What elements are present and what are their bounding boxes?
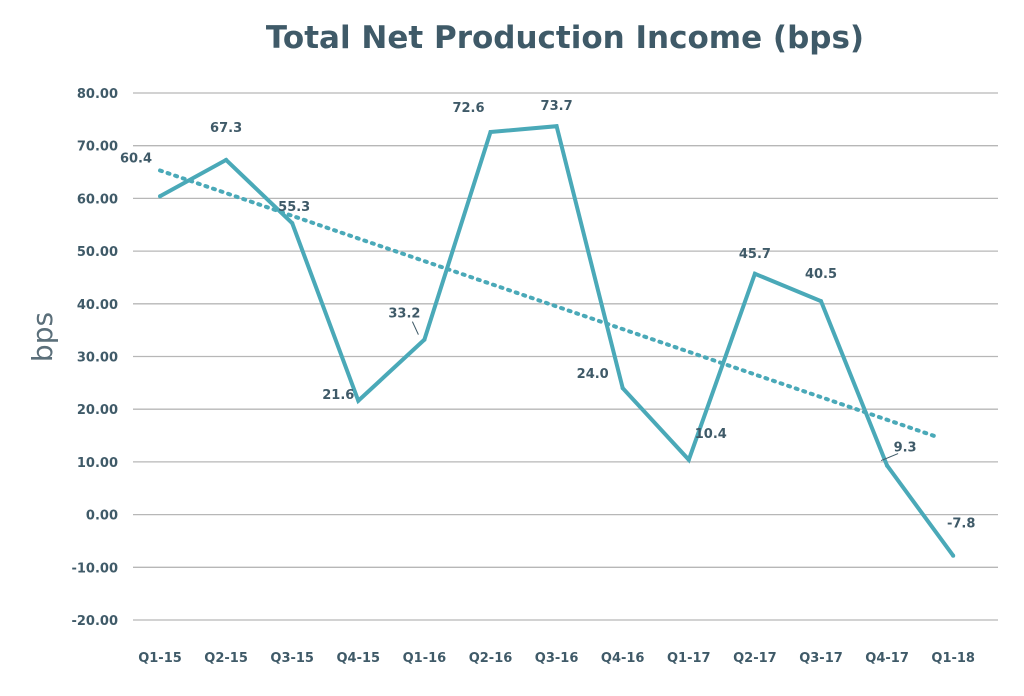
y-axis-label: bps <box>26 312 59 362</box>
x-tick-label: Q4-17 <box>865 651 909 666</box>
data-point <box>819 299 823 304</box>
data-label: 9.3 <box>894 441 917 456</box>
data-label: 24.0 <box>577 367 609 382</box>
data-labels: 60.4 67.3 55.3 21.6 33.2 72.6 73.7 24.0 10.4 45.7… <box>120 99 975 532</box>
trendline-group <box>158 168 942 440</box>
x-tick-label: Q4-15 <box>337 651 381 666</box>
data-label: 67.3 <box>210 121 242 136</box>
series-group <box>158 124 956 558</box>
y-tick-label: 60.00 <box>77 192 118 207</box>
data-label: 73.7 <box>541 99 573 114</box>
data-point <box>885 463 890 468</box>
x-tick-label: Q1-17 <box>667 651 711 666</box>
y-tick-label: 80.00 <box>77 87 118 102</box>
data-point <box>620 386 625 391</box>
data-label: 33.2 <box>388 307 420 322</box>
x-tick-label: Q4-16 <box>601 651 645 666</box>
x-tick-label: Q3-17 <box>799 651 843 666</box>
data-point <box>356 398 361 403</box>
y-axis-ticks: 80.00 70.00 60.00 50.00 40.00 30.00 20.00 10.00… <box>71 87 118 629</box>
x-tick-label: Q1-18 <box>931 651 975 666</box>
data-point <box>488 129 493 134</box>
data-label: 55.3 <box>278 200 310 215</box>
y-tick-label: 0.00 <box>86 509 118 524</box>
data-point <box>158 194 162 199</box>
chart-title: Total Net Production Income (bps) <box>266 20 864 56</box>
y-tick-label: 70.00 <box>77 140 118 155</box>
label-leader-line <box>880 453 899 462</box>
y-tick-label: 40.00 <box>77 298 118 313</box>
data-point <box>422 337 427 342</box>
x-tick-label: Q1-15 <box>138 651 182 666</box>
y-tick-label: 20.00 <box>77 403 118 418</box>
data-label: 21.6 <box>322 388 354 403</box>
y-tick-label: -20.00 <box>71 614 118 629</box>
data-point <box>686 457 691 462</box>
data-point <box>752 271 757 276</box>
data-point <box>554 124 559 129</box>
y-tick-label: -10.00 <box>71 561 118 576</box>
x-tick-label: Q2-16 <box>469 651 513 666</box>
data-label: 45.7 <box>739 247 771 262</box>
y-tick-label: 10.00 <box>77 456 118 471</box>
y-tick-label: 50.00 <box>77 245 118 260</box>
data-label: 10.4 <box>695 427 727 442</box>
trend-line <box>158 168 942 440</box>
x-tick-label: Q2-17 <box>733 651 777 666</box>
data-label: -7.8 <box>947 517 975 532</box>
x-axis-ticks: Q1-15 Q2-15 Q3-15 Q4-15 Q1-16 Q2-16 Q3-16 Q4-16… <box>138 651 975 666</box>
data-point <box>224 157 229 162</box>
x-tick-label: Q2-15 <box>204 651 248 666</box>
label-leader-line <box>411 321 419 335</box>
gridlines <box>133 92 998 621</box>
series-line <box>159 124 955 557</box>
data-point <box>951 553 956 558</box>
data-label: 40.5 <box>805 267 837 282</box>
x-tick-label: Q3-15 <box>270 651 314 666</box>
data-point <box>290 221 295 226</box>
x-tick-label: Q1-16 <box>403 651 447 666</box>
x-tick-label: Q3-16 <box>535 651 579 666</box>
data-label: 60.4 <box>120 151 152 166</box>
y-tick-label: 30.00 <box>77 351 118 366</box>
data-label: 72.6 <box>452 101 484 116</box>
